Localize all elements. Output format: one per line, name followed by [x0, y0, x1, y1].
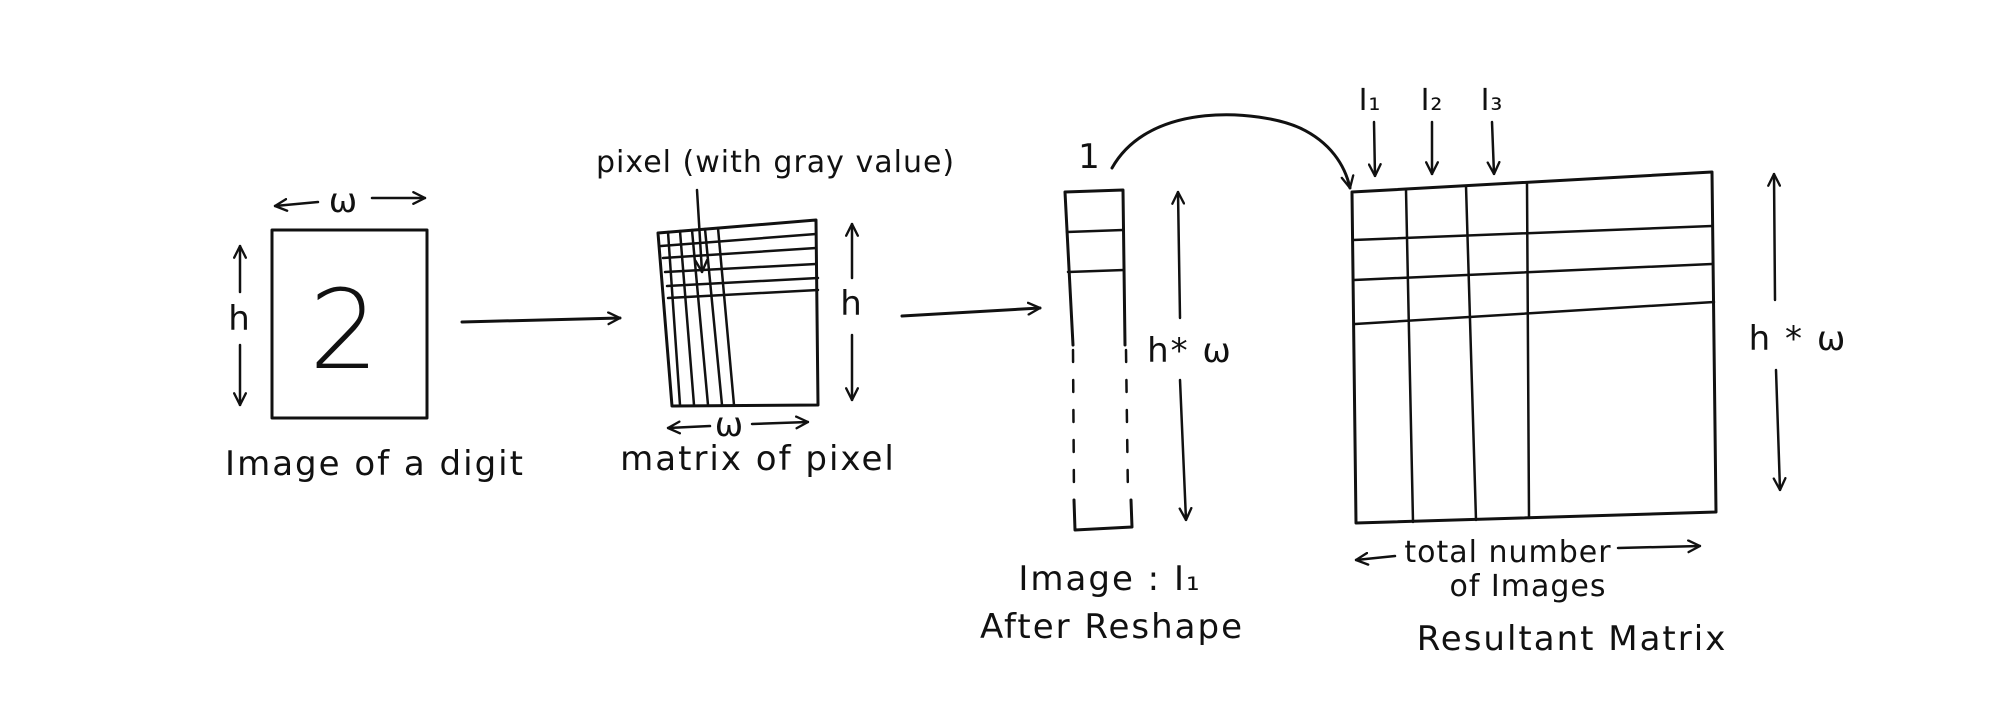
resultant-height-arrow-down — [1772, 368, 1787, 492]
resultant-matrix-col-line — [1464, 184, 1478, 522]
reshape-caption-line1: Image : I₁ — [1018, 559, 1201, 599]
pixel-matrix-row-line — [666, 288, 820, 300]
resultant-matrix-row-line — [1351, 224, 1714, 242]
pixel-matrix-col-line — [716, 226, 736, 407]
column-label-3: I₃ — [1481, 83, 1504, 118]
resultant-height-label: h * ω — [1749, 319, 1848, 359]
digit-image-frame — [270, 228, 429, 420]
resultant-matrix-row-line — [1353, 300, 1716, 326]
vector-length-label: h* ω — [1147, 331, 1233, 371]
column-label-1: I₁ — [1359, 83, 1382, 118]
reshaped-vector-group: 1 h* ω Image : I₁ After Reshape — [980, 137, 1244, 647]
digit-image-group: 2 ω h Image of a digit — [225, 181, 525, 484]
resultant-matrix-caption: Resultant Matrix — [1417, 619, 1728, 659]
pixel-matrix-row-line — [663, 262, 818, 274]
resultant-width-arrow-right — [1616, 539, 1702, 554]
vector-left-dashed-edge — [1071, 348, 1076, 500]
pixel-label: pixel (with gray value) — [596, 145, 955, 180]
resultant-matrix-col-line — [1525, 182, 1531, 520]
resultant-matrix-group: I₁ I₂ I₃ h * ω total number of Images Re… — [1350, 83, 1848, 659]
pixel-matrix-caption: matrix of pixel — [620, 439, 896, 479]
flow-arrow-1 — [460, 311, 622, 326]
resultant-height-arrow-up — [1767, 172, 1782, 302]
vector-length-arrow-up — [1171, 190, 1186, 320]
vector-to-matrix-curve-arrow — [1110, 113, 1355, 190]
image-height-label: h — [228, 299, 252, 339]
pixel-matrix-col-line — [666, 230, 682, 407]
pixel-matrix-col-line — [678, 229, 696, 407]
pixel-pointer-arrow — [694, 188, 709, 274]
vector-bottom-segment — [1072, 498, 1134, 532]
resultant-matrix-row-line — [1352, 262, 1714, 282]
column-arrow-1 — [1367, 120, 1382, 178]
matrix-height-label: h — [840, 284, 864, 324]
vector-top-segment — [1063, 188, 1127, 347]
pixel-matrix-row-line — [661, 246, 818, 260]
digit-image-caption: Image of a digit — [225, 444, 525, 484]
pixel-matrix-col-line — [703, 227, 724, 407]
resultant-matrix-col-line — [1404, 188, 1415, 524]
image-width-label: ω — [329, 181, 359, 221]
vector-index-label: 1 — [1078, 137, 1102, 177]
vector-right-dashed-edge — [1124, 348, 1130, 500]
resultant-width-arrow-left — [1354, 551, 1397, 566]
column-label-2: I₂ — [1421, 83, 1444, 118]
resultant-width-label-line2: of Images — [1449, 569, 1606, 604]
resultant-width-label-line1: total number — [1404, 535, 1611, 570]
vector-length-arrow-down — [1178, 378, 1193, 522]
vector-cell-line — [1066, 268, 1126, 274]
matrix-width-arrow-right — [750, 415, 810, 430]
pixel-matrix-frame — [656, 218, 820, 408]
vector-cell-line — [1065, 228, 1125, 234]
reshape-caption-line2: After Reshape — [980, 607, 1244, 647]
matrix-width-arrow-left — [666, 420, 712, 435]
flow-arrow-2 — [900, 301, 1042, 318]
resultant-matrix-frame — [1350, 170, 1718, 525]
digit-glyph: 2 — [309, 266, 379, 394]
image-width-arrow-left — [273, 197, 320, 212]
pixel-matrix-row-line — [665, 276, 820, 288]
column-arrow-3 — [1486, 120, 1501, 176]
pixel-matrix-group: pixel (with gray value) h ω matrix of pi… — [596, 145, 955, 479]
pixel-matrix-row-line — [659, 232, 818, 248]
matrix-width-label: ω — [715, 405, 745, 445]
